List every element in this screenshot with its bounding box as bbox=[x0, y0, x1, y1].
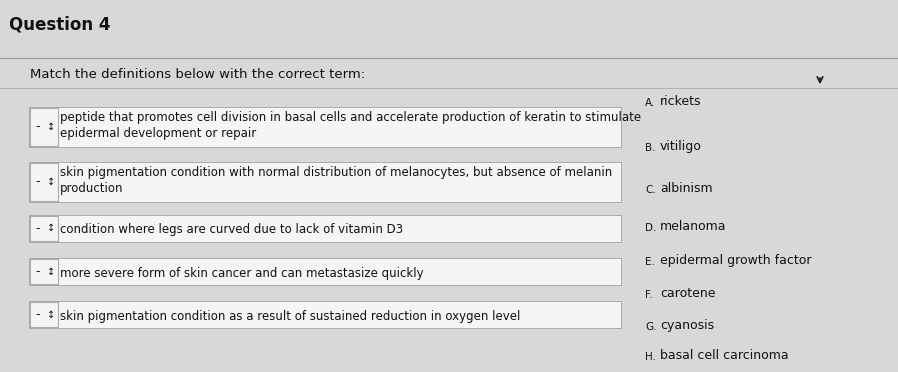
Text: ↕: ↕ bbox=[47, 267, 55, 277]
Text: rickets: rickets bbox=[660, 95, 701, 108]
Text: F.: F. bbox=[645, 290, 653, 300]
FancyBboxPatch shape bbox=[30, 260, 58, 284]
Text: -: - bbox=[35, 265, 40, 278]
Text: C.: C. bbox=[645, 185, 656, 195]
FancyBboxPatch shape bbox=[29, 301, 621, 328]
Text: D.: D. bbox=[645, 222, 656, 232]
Text: Question 4: Question 4 bbox=[9, 15, 110, 33]
Text: ↕: ↕ bbox=[47, 310, 55, 320]
FancyBboxPatch shape bbox=[30, 216, 58, 241]
FancyBboxPatch shape bbox=[30, 302, 58, 327]
FancyBboxPatch shape bbox=[29, 107, 621, 147]
Text: more severe form of skin cancer and can metastasize quickly: more severe form of skin cancer and can … bbox=[60, 267, 424, 280]
Text: epidermal growth factor: epidermal growth factor bbox=[660, 254, 812, 267]
Text: cyanosis: cyanosis bbox=[660, 319, 714, 332]
Text: skin pigmentation condition with normal distribution of melanocytes, but absence: skin pigmentation condition with normal … bbox=[60, 166, 612, 179]
Text: vitiligo: vitiligo bbox=[660, 140, 702, 153]
Text: -: - bbox=[35, 308, 40, 321]
Text: melanoma: melanoma bbox=[660, 219, 726, 232]
Text: -: - bbox=[35, 222, 40, 235]
Text: G.: G. bbox=[645, 322, 656, 332]
Text: Match the definitions below with the correct term:: Match the definitions below with the cor… bbox=[30, 68, 365, 81]
Text: condition where legs are curved due to lack of vitamin D3: condition where legs are curved due to l… bbox=[60, 223, 403, 236]
Text: H.: H. bbox=[645, 352, 656, 362]
Text: ↕: ↕ bbox=[47, 223, 55, 233]
FancyBboxPatch shape bbox=[29, 215, 621, 241]
Text: carotene: carotene bbox=[660, 287, 716, 300]
Text: E.: E. bbox=[645, 257, 655, 267]
FancyBboxPatch shape bbox=[29, 259, 621, 285]
FancyBboxPatch shape bbox=[30, 163, 58, 201]
Text: production: production bbox=[60, 182, 124, 195]
FancyBboxPatch shape bbox=[29, 162, 621, 202]
Text: basal cell carcinoma: basal cell carcinoma bbox=[660, 349, 788, 362]
Text: peptide that promotes cell division in basal cells and accelerate production of : peptide that promotes cell division in b… bbox=[60, 111, 641, 124]
Text: -: - bbox=[35, 175, 40, 188]
FancyBboxPatch shape bbox=[30, 108, 58, 146]
Text: albinism: albinism bbox=[660, 182, 713, 195]
Text: B.: B. bbox=[645, 143, 656, 153]
Text: ↕: ↕ bbox=[47, 177, 55, 187]
Text: skin pigmentation condition as a result of sustained reduction in oxygen level: skin pigmentation condition as a result … bbox=[60, 310, 520, 323]
Text: A.: A. bbox=[645, 98, 656, 108]
Text: -: - bbox=[35, 121, 40, 134]
Text: epidermal development or repair: epidermal development or repair bbox=[60, 127, 256, 140]
Text: ↕: ↕ bbox=[47, 122, 55, 132]
